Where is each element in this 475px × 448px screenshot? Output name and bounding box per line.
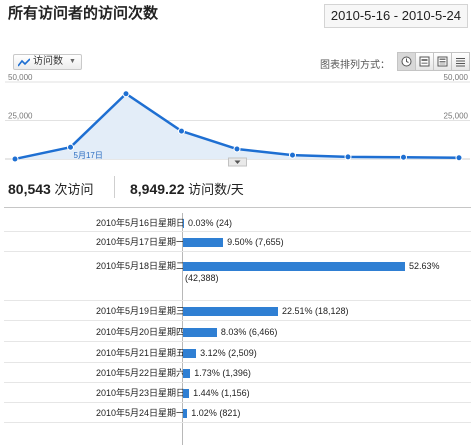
percent-bar bbox=[183, 409, 188, 418]
table-row: 2010年5月23日星期日 1.44% (1,156) bbox=[0, 383, 475, 403]
percent-bar bbox=[183, 369, 191, 378]
total-visits-label: 次访问 bbox=[54, 182, 94, 197]
point-tooltip-label: 5月17日 bbox=[74, 151, 103, 160]
total-visits-value: 80,543 bbox=[8, 181, 51, 197]
visits-trend-chart: 50,000 25,000 50,000 25,000 5月17日 bbox=[5, 73, 470, 167]
date-range-picker[interactable]: 2010-5-16 - 2010-5-24 bbox=[323, 4, 468, 28]
divider bbox=[4, 207, 471, 208]
breakdown-axis-line bbox=[182, 213, 183, 445]
data-point bbox=[67, 143, 74, 151]
row-date-label: 2010年5月24日星期一 bbox=[95, 408, 185, 418]
data-point bbox=[178, 127, 185, 135]
line-chart-icon bbox=[18, 57, 30, 66]
row-divider bbox=[4, 231, 471, 232]
view-button-clock[interactable] bbox=[397, 52, 416, 71]
table-row: 2010年5月20日星期四 8.03% (6,466) bbox=[0, 321, 475, 342]
total-visits: 80,543 次访问 bbox=[8, 179, 93, 198]
row-date-label: 2010年5月19日星期三 bbox=[95, 306, 185, 316]
series-area bbox=[15, 93, 459, 159]
data-point bbox=[122, 90, 130, 98]
table-row: 2010年5月18日星期二 52.63% (42,388) bbox=[0, 252, 475, 301]
row-divider bbox=[4, 251, 471, 252]
row-divider bbox=[4, 341, 471, 342]
row-date-label: 2010年5月22日星期六 bbox=[95, 368, 185, 378]
row-divider bbox=[4, 300, 471, 301]
row-date-label: 2010年5月17日星期一 bbox=[95, 237, 185, 247]
view-button-list[interactable] bbox=[451, 52, 470, 71]
row-date-label: 2010年5月21日星期五 bbox=[95, 348, 185, 358]
view-button-detail[interactable] bbox=[415, 52, 434, 71]
percent-value: 1.73% (1,396) bbox=[194, 368, 251, 378]
row-divider bbox=[4, 402, 471, 403]
data-point bbox=[455, 154, 463, 162]
percent-bar bbox=[183, 307, 278, 316]
percent-value: 8.03% (6,466) bbox=[220, 327, 278, 337]
list-view-icon bbox=[456, 58, 465, 67]
row-divider bbox=[4, 422, 471, 423]
row-date-label: 2010年5月20日星期四 bbox=[95, 327, 185, 337]
row-divider bbox=[4, 362, 471, 363]
table-row: 2010年5月17日星期一 9.50% (7,655) bbox=[0, 232, 475, 252]
percent-bar bbox=[183, 349, 197, 358]
percent-value: 9.50% (7,655) bbox=[227, 237, 284, 247]
data-point bbox=[289, 151, 296, 159]
data-point bbox=[11, 155, 19, 163]
chevron-down-icon: ▼ bbox=[69, 58, 76, 65]
percent-bar bbox=[183, 328, 217, 337]
row-divider bbox=[4, 320, 471, 321]
y-tick-label: 50,000 bbox=[8, 73, 33, 82]
table-row: 2010年5月19日星期三 22.51% (18,128) bbox=[0, 301, 475, 321]
view-mode-label: 图表排列方式： bbox=[320, 60, 390, 71]
metric-selector-label: 访问数 bbox=[33, 56, 63, 67]
row-date-label: 2010年5月23日星期日 bbox=[95, 388, 185, 398]
metric-selector[interactable]: 访问数 ▼ bbox=[13, 54, 82, 70]
count-value: (42,388) bbox=[185, 273, 219, 283]
y-tick-label-right: 50,000 bbox=[444, 73, 469, 82]
page-title: 所有访问者的访问次数 bbox=[8, 5, 159, 22]
row-date-label: 2010年5月18日星期二 bbox=[95, 261, 185, 271]
percent-value: 0.03% (24) bbox=[188, 218, 233, 228]
percent-bar bbox=[183, 238, 224, 247]
compact-view-icon bbox=[437, 56, 448, 67]
data-point bbox=[400, 153, 407, 161]
daily-average-value: 8,949.22 bbox=[130, 181, 185, 197]
percent-value: 22.51% (18,128) bbox=[281, 306, 349, 316]
percent-value: 1.44% (1,156) bbox=[193, 388, 250, 398]
table-row: 2010年5月21日星期五 3.12% (2,509) bbox=[0, 342, 475, 363]
data-point bbox=[344, 153, 352, 161]
percent-value: 3.12% (2,509) bbox=[200, 348, 257, 358]
percent-value: 1.02% (821) bbox=[191, 408, 241, 418]
percent-value: 52.63% bbox=[409, 261, 440, 271]
data-point bbox=[233, 145, 241, 153]
table-row: 2010年5月24日星期一 1.02% (821) bbox=[0, 403, 475, 423]
row-divider bbox=[4, 382, 471, 383]
totals-bar: 80,543 次访问 8,949.22 访问数/天 bbox=[0, 170, 475, 204]
detail-view-icon bbox=[419, 56, 430, 67]
table-row: 2010年5月22日星期六 1.73% (1,396) bbox=[0, 363, 475, 383]
daily-average: 8,949.22 访问数/天 bbox=[130, 179, 244, 198]
percent-bar bbox=[183, 389, 190, 398]
daily-average-label: 访问数/天 bbox=[188, 182, 244, 197]
y-tick-label: 25,000 bbox=[8, 112, 33, 121]
view-button-compact[interactable] bbox=[433, 52, 452, 71]
clock-icon bbox=[401, 56, 412, 67]
chart-toolbar: 访问数 ▼ 图表排列方式： bbox=[4, 52, 470, 72]
totals-separator bbox=[114, 176, 115, 198]
percent-bar bbox=[183, 219, 184, 228]
view-mode-buttons bbox=[397, 52, 470, 71]
y-tick-label-right: 25,000 bbox=[444, 112, 469, 121]
chevron-down-icon bbox=[234, 160, 241, 164]
table-row: 2010年5月16日星期日 0.03% (24) bbox=[0, 213, 475, 232]
row-date-label: 2010年5月16日星期日 bbox=[95, 218, 185, 228]
percent-bar bbox=[183, 262, 405, 271]
